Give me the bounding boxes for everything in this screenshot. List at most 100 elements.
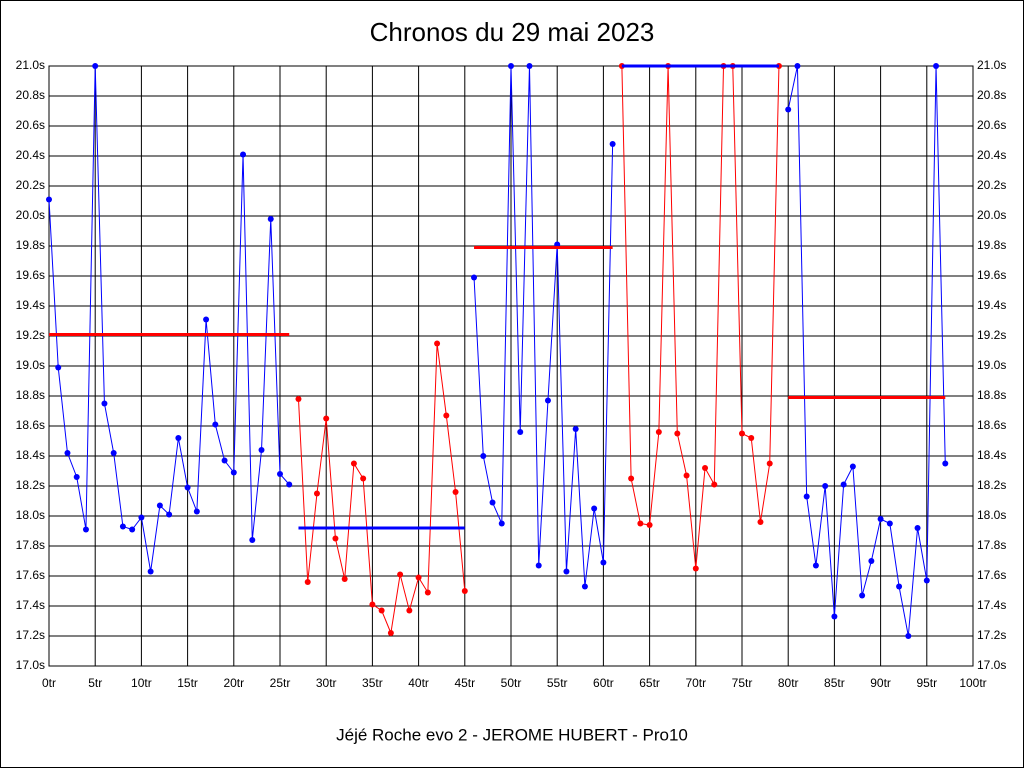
y2-tick-label: 20.6s: [977, 118, 1006, 132]
point: [64, 450, 71, 456]
y-tick-label: 18.8s: [16, 388, 45, 402]
point: [82, 526, 89, 533]
x-axis-label: Jéjé Roche evo 2 - JEROME HUBERT - Pro10: [336, 725, 688, 744]
point: [572, 426, 579, 432]
point: [92, 63, 99, 69]
point: [739, 430, 745, 437]
x-tick-label: 0tr: [42, 676, 56, 690]
x-tick-label: 55tr: [547, 676, 568, 690]
point: [341, 576, 348, 582]
point: [886, 520, 893, 527]
point: [702, 465, 709, 471]
point: [692, 565, 699, 572]
chart-title: Chronos du 29 mai 2023: [370, 17, 655, 47]
point: [766, 460, 773, 467]
point: [166, 511, 173, 518]
point: [156, 502, 163, 509]
point: [443, 412, 450, 419]
y-tick-label: 19.4s: [16, 298, 45, 312]
x-tick-label: 35tr: [362, 676, 383, 690]
point: [471, 274, 478, 281]
y2-tick-label: 19.4s: [977, 298, 1006, 312]
y-tick-label: 20.8s: [16, 88, 45, 102]
y-tick-label: 19.6s: [16, 268, 45, 282]
x-tick-label: 10tr: [131, 676, 152, 690]
point: [129, 526, 136, 533]
point: [212, 421, 219, 428]
point: [674, 430, 681, 437]
point: [489, 499, 496, 506]
point: [147, 568, 154, 575]
point: [452, 489, 459, 495]
point: [277, 471, 283, 477]
point: [350, 460, 357, 467]
x-tick-label: 70tr: [685, 676, 706, 690]
y-tick-label: 21.0s: [16, 58, 45, 72]
y2-tick-label: 18.2s: [977, 478, 1006, 492]
x-tick-label: 75tr: [732, 676, 753, 690]
point: [175, 435, 182, 441]
point: [249, 537, 256, 543]
point: [138, 514, 145, 521]
point: [748, 435, 755, 441]
x-tick-label: 5tr: [88, 676, 102, 690]
y2-tick-label: 19.0s: [977, 358, 1006, 372]
point: [794, 63, 801, 69]
point: [508, 63, 514, 69]
point: [923, 577, 930, 584]
point: [415, 574, 422, 581]
y-tick-label: 18.2s: [16, 478, 45, 492]
point: [600, 559, 607, 566]
x-tick-label: 40tr: [408, 676, 429, 690]
point: [822, 483, 829, 489]
point: [859, 592, 866, 599]
point: [785, 106, 792, 113]
y-tick-label: 19.8s: [16, 238, 45, 252]
y2-tick-label: 17.0s: [977, 658, 1006, 672]
point: [240, 151, 247, 158]
y-tick-label: 17.0s: [16, 658, 45, 672]
point: [295, 396, 302, 402]
x-tick-label: 20tr: [223, 676, 244, 690]
point: [637, 520, 644, 527]
point: [73, 474, 80, 480]
y2-tick-label: 20.2s: [977, 178, 1006, 192]
point: [286, 481, 293, 488]
point: [387, 630, 394, 636]
point: [46, 196, 52, 203]
y-tick-label: 20.6s: [16, 118, 45, 132]
y2-tick-label: 18.6s: [977, 418, 1006, 432]
y-tick-label: 18.6s: [16, 418, 45, 432]
point: [812, 562, 819, 569]
series-line: [787, 65, 946, 637]
y2-tick-label: 19.2s: [977, 328, 1006, 342]
y-tick-label: 19.2s: [16, 328, 45, 342]
point: [868, 558, 875, 564]
y2-tick-label: 20.0s: [977, 208, 1006, 222]
point: [313, 490, 320, 497]
point: [332, 535, 339, 542]
point: [406, 607, 413, 614]
y2-tick-label: 17.2s: [977, 628, 1006, 642]
point: [193, 508, 200, 515]
y-tick-label: 17.2s: [16, 628, 45, 642]
point: [896, 583, 903, 590]
y2-tick-label: 18.8s: [977, 388, 1006, 402]
point: [424, 589, 431, 596]
point: [101, 400, 108, 407]
x-tick-label: 80tr: [778, 676, 799, 690]
point: [267, 216, 274, 222]
point: [914, 525, 921, 531]
y-tick-label: 18.0s: [16, 508, 45, 522]
y-tick-label: 20.2s: [16, 178, 45, 192]
y-tick-label: 17.4s: [16, 598, 45, 612]
point: [378, 607, 385, 614]
y-tick-label: 17.8s: [16, 538, 45, 552]
series-line: [473, 65, 614, 587]
point: [304, 579, 311, 585]
y-tick-label: 18.4s: [16, 448, 45, 462]
point: [655, 429, 662, 435]
point: [230, 469, 237, 476]
x-tick-label: 30tr: [316, 676, 337, 690]
